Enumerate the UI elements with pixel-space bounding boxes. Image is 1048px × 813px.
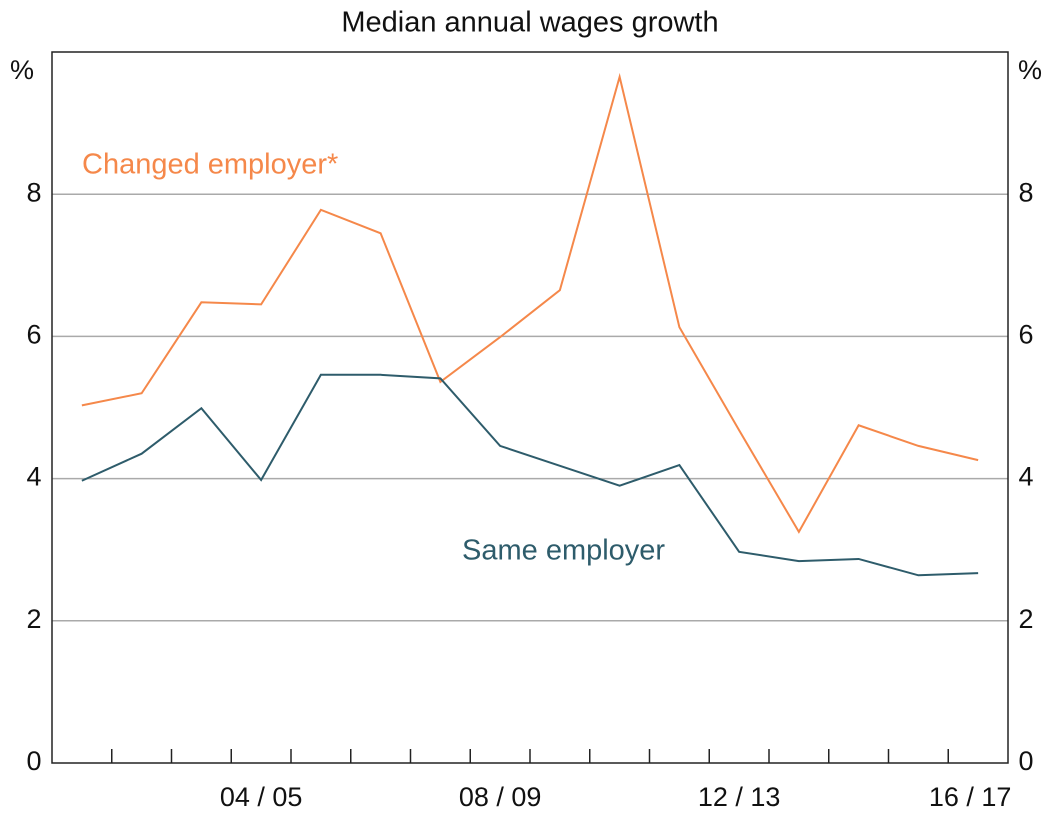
x-tick-label: 08 / 09 — [459, 782, 542, 812]
y2-unit-label: % — [1018, 55, 1042, 85]
series-label: Same employer — [462, 535, 665, 567]
x-tick-label: 16 / 17 — [929, 782, 1012, 812]
x-tick-label: 04 / 05 — [220, 782, 303, 812]
x-tick-label: 12 / 13 — [698, 782, 781, 812]
series-line — [81, 72, 979, 534]
y2-tick-label: 2 — [1018, 604, 1033, 634]
series-line — [81, 373, 979, 577]
y-tick-label: 4 — [26, 462, 41, 492]
y2-tick-label: 0 — [1018, 746, 1033, 776]
series-label: Changed employer* — [82, 149, 338, 181]
y2-tick-label: 6 — [1018, 320, 1033, 350]
y-tick-label: 8 — [26, 177, 41, 207]
y-tick-label: 0 — [26, 746, 41, 776]
y-tick-label: 2 — [26, 604, 41, 634]
y-unit-label: % — [10, 55, 34, 85]
y-tick-label: 6 — [26, 320, 41, 350]
chart-title: Median annual wages growth — [341, 7, 718, 39]
y2-tick-label: 4 — [1018, 462, 1033, 492]
y2-tick-label: 8 — [1018, 177, 1033, 207]
